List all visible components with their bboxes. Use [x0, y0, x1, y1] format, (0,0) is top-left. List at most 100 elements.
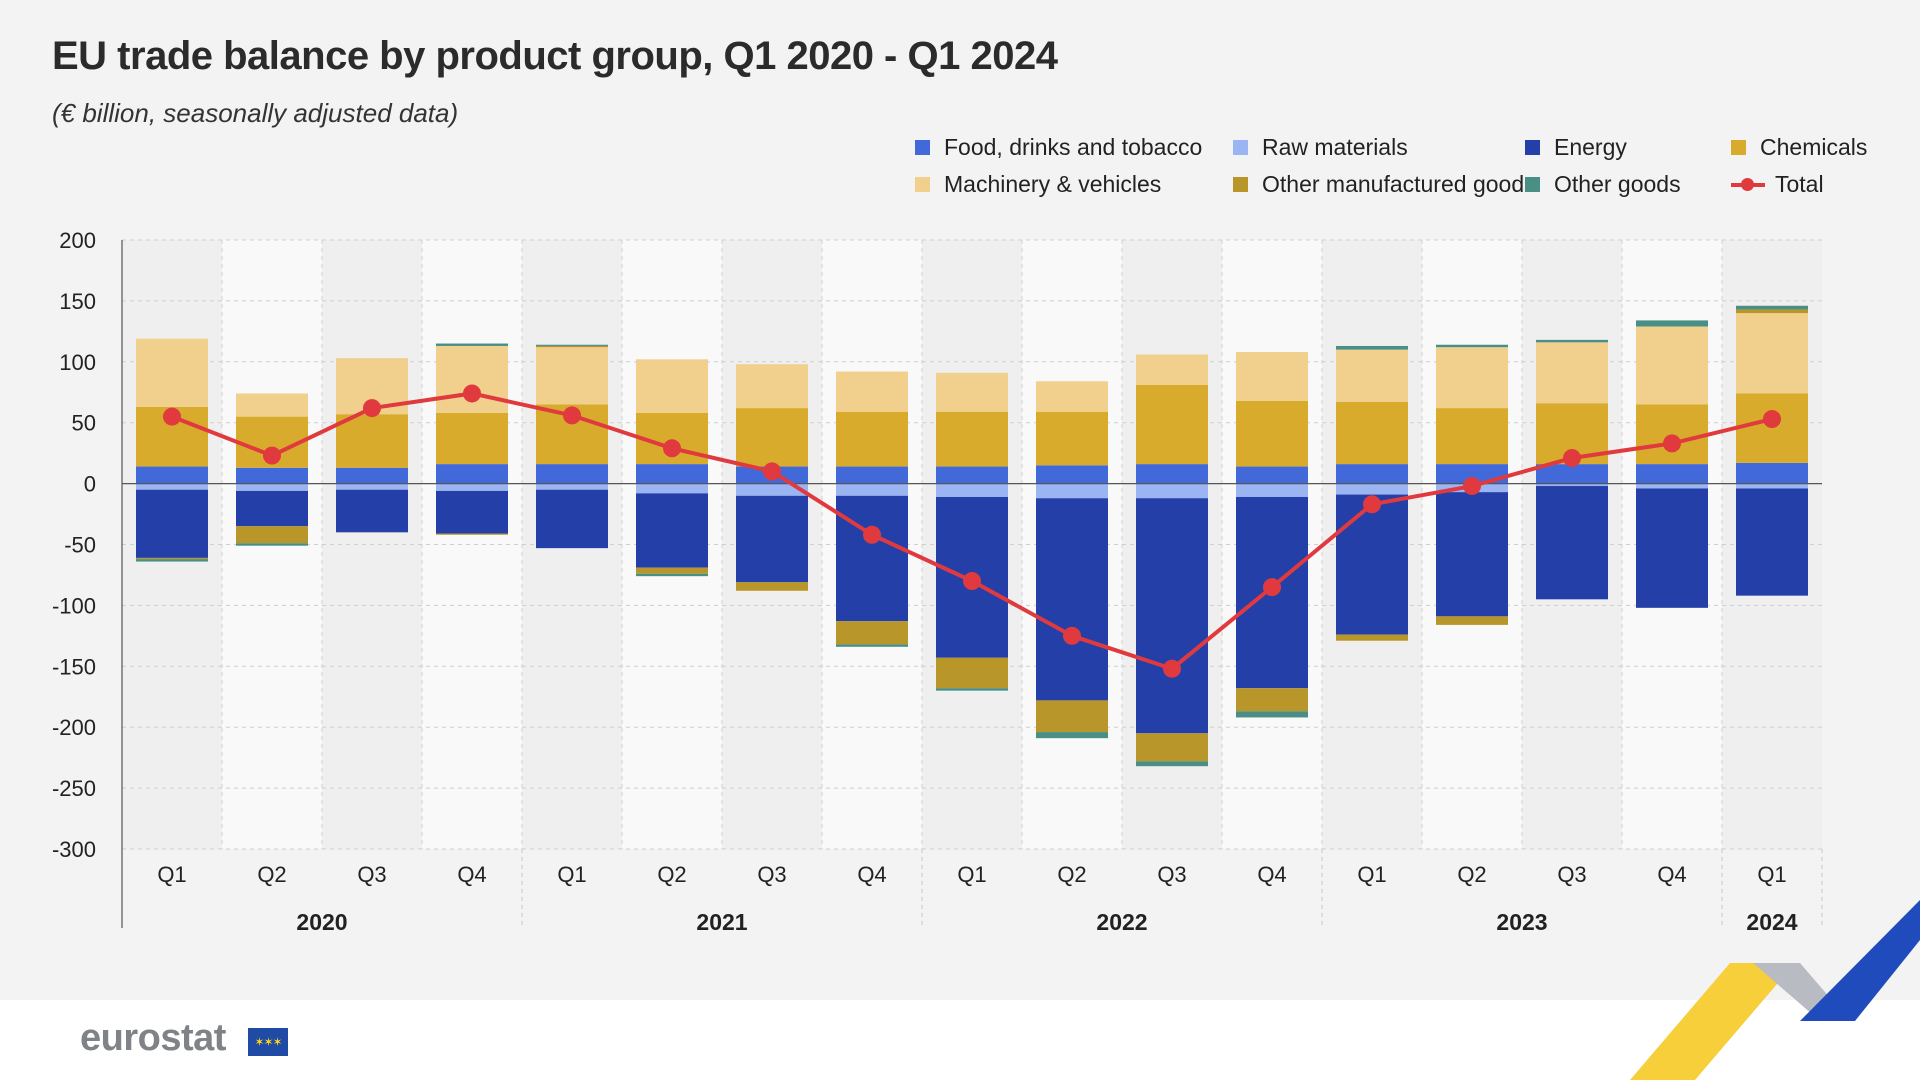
- bar-food: [1236, 466, 1308, 484]
- bar-other-goods: [636, 573, 708, 577]
- bar-other-manufactured: [936, 657, 1008, 689]
- bar-food: [236, 467, 308, 484]
- total-point: [1363, 495, 1381, 514]
- bar-food: [1336, 464, 1408, 484]
- bar-other-goods: [1136, 761, 1208, 767]
- total-point: [1563, 449, 1581, 468]
- bar-machinery: [636, 359, 708, 413]
- blue-stripe-shape: [1800, 900, 1920, 1021]
- bar-other-manufactured: [836, 621, 908, 645]
- total-point: [263, 446, 281, 465]
- bar-food: [636, 464, 708, 484]
- y-tick-label: -250: [52, 776, 96, 801]
- bar-other-goods: [836, 644, 908, 647]
- bar-energy: [1336, 494, 1408, 635]
- y-tick-label: -50: [64, 533, 96, 558]
- bar-other-goods: [1736, 305, 1808, 310]
- bar-energy: [336, 489, 408, 533]
- bar-food: [836, 466, 908, 484]
- bar-other-manufactured: [1436, 616, 1508, 625]
- total-point: [1663, 434, 1681, 453]
- bar-machinery: [136, 338, 208, 407]
- bar-chemicals: [336, 414, 408, 468]
- x-tick-label: Q2: [657, 862, 686, 887]
- bar-food: [1536, 464, 1608, 484]
- x-tick-label: Q3: [1557, 862, 1586, 887]
- year-label: 2023: [1496, 909, 1547, 935]
- bar-food: [936, 466, 1008, 484]
- y-tick-label: 100: [59, 350, 96, 375]
- bar-raw: [1336, 483, 1408, 495]
- bar-raw: [836, 483, 908, 496]
- bar-machinery: [1736, 313, 1808, 394]
- total-point: [663, 439, 681, 458]
- bar-chemicals: [836, 411, 908, 467]
- bar-food: [136, 466, 208, 484]
- bar-machinery: [736, 364, 808, 409]
- bar-machinery: [536, 347, 608, 405]
- bar-chemicals: [936, 411, 1008, 467]
- chart-title: EU trade balance by product group, Q1 20…: [52, 34, 1058, 78]
- x-tick-label: Q4: [857, 862, 886, 887]
- bar-food: [336, 467, 408, 484]
- bar-other-goods: [1236, 711, 1308, 718]
- bar-food: [1436, 464, 1508, 484]
- trade-balance-chart: 200 150 100 50 0 -50 -100 -150 -200 -250 -300 Q1 Q2 Q…: [52, 228, 1823, 935]
- x-tick-label: Q1: [957, 862, 986, 887]
- yellow-stripe-shape: [1630, 963, 1795, 1080]
- bar-raw: [736, 483, 808, 496]
- bar-energy: [136, 489, 208, 558]
- bar-raw: [1136, 483, 1208, 499]
- bar-energy: [1636, 488, 1708, 608]
- bar-other-manufactured: [236, 526, 308, 544]
- bar-other-goods: [436, 343, 508, 346]
- total-point: [863, 525, 881, 544]
- bar-machinery: [1036, 381, 1108, 412]
- total-point: [763, 462, 781, 481]
- total-point: [1163, 659, 1181, 678]
- year-label: 2024: [1746, 909, 1797, 935]
- bar-energy: [1736, 488, 1808, 596]
- bar-chemicals: [1636, 404, 1708, 465]
- bar-other-manufactured: [1036, 700, 1108, 733]
- y-tick-label: 50: [72, 411, 96, 436]
- x-tick-label: Q2: [1057, 862, 1086, 887]
- bar-machinery: [1136, 354, 1208, 385]
- bar-machinery: [1236, 352, 1308, 401]
- bar-machinery: [236, 393, 308, 417]
- bar-food: [1036, 465, 1108, 484]
- bar-raw: [136, 483, 208, 490]
- bar-other-goods: [1536, 339, 1608, 343]
- total-point: [1763, 410, 1781, 429]
- bar-raw: [636, 483, 708, 494]
- y-tick-label: 0: [84, 472, 96, 497]
- bar-food: [1136, 464, 1208, 484]
- bar-other-goods: [236, 543, 308, 546]
- bar-machinery: [936, 372, 1008, 412]
- bar-energy: [436, 490, 508, 534]
- bar-other-goods: [1036, 732, 1108, 739]
- bar-other-manufactured: [1736, 309, 1808, 314]
- x-tick-label: Q2: [257, 862, 286, 887]
- bar-other-manufactured: [1336, 634, 1408, 641]
- bar-food: [1736, 462, 1808, 484]
- bar-raw: [1236, 483, 1308, 497]
- bar-other-manufactured: [436, 533, 508, 535]
- total-point: [363, 399, 381, 418]
- bar-other-goods: [136, 559, 208, 562]
- column-background: [422, 240, 522, 849]
- bar-chemicals: [1436, 408, 1508, 465]
- bar-raw: [936, 483, 1008, 497]
- bar-raw: [536, 483, 608, 490]
- x-tick-label: Q1: [157, 862, 186, 887]
- bar-energy: [1036, 498, 1108, 701]
- total-point: [1063, 626, 1081, 645]
- eurostat-logo: eurostat: [80, 1017, 226, 1059]
- bar-machinery: [1436, 347, 1508, 409]
- bar-raw: [236, 483, 308, 491]
- y-tick-label: 150: [59, 289, 96, 314]
- bar-food: [1636, 464, 1708, 484]
- bar-raw: [1736, 483, 1808, 489]
- x-tick-label: Q4: [1257, 862, 1286, 887]
- bar-machinery: [1536, 342, 1608, 404]
